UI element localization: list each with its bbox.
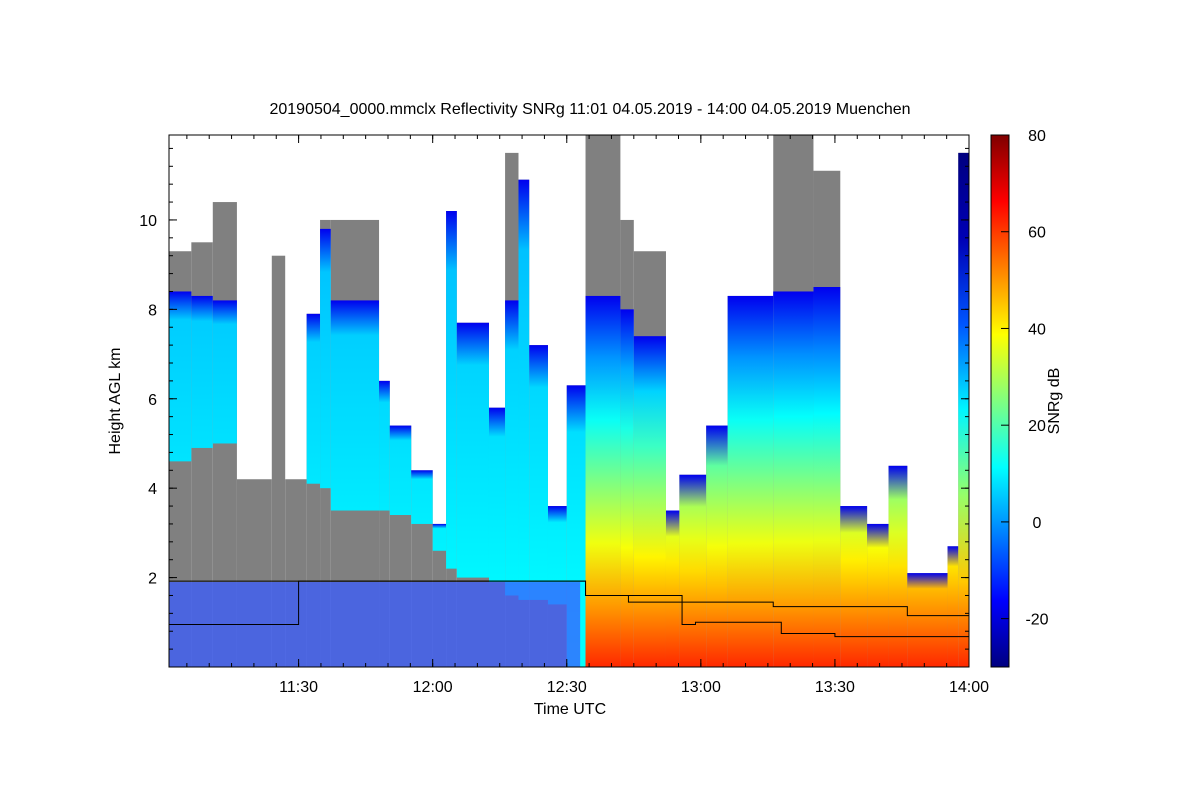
cloud-segment [888,465,908,667]
x-axis-label: Time UTC [534,701,606,718]
x-tick-label: 12:30 [547,679,587,696]
cloud-segment [446,211,457,569]
y-tick-label: 4 [148,481,157,498]
x-axis: 11:30 12:00 12:30 13:00 13:30 14:00 [186,135,989,696]
cloud-segment [706,425,728,667]
colorbar-tick-label: 80 [1028,128,1046,145]
cloud-segment [379,380,390,511]
cloud-segment [907,573,948,667]
cloud-segment [947,546,959,667]
cloud-segment [813,287,841,667]
noise-segment [271,255,286,667]
cloud-segment [727,295,774,667]
cloud-segment [665,510,680,667]
x-tick-label: 14:00 [949,679,989,696]
y-tick-label: 8 [148,302,157,319]
cloud-segment [306,313,321,484]
cloud-segment [867,523,889,667]
colorbar-tick-label: 0 [1033,515,1042,532]
plot-area [169,135,969,667]
cloud-segment [169,291,192,462]
cloud-segment [488,407,506,583]
colorbar [990,134,1010,668]
cloud-segment [389,425,412,515]
colorbar-tick-label: -20 [1025,612,1048,629]
plot-frame [168,134,970,668]
colorbar-tick-label: 60 [1028,225,1046,242]
cloud-segment [773,291,814,667]
colorbar-tick-label: 20 [1028,418,1046,435]
cloud-segment [547,506,567,605]
cloud-layer [169,152,969,667]
cloud-segment [411,470,433,524]
noise-segment [379,380,390,667]
x-tick-label: 13:00 [681,679,721,696]
colorbar-tick-label: 40 [1028,321,1046,338]
colorbar-axis: -20 0 20 40 60 80 [1001,128,1049,629]
y-axis-label: Height AGL km [107,347,124,454]
y-tick-label: 10 [139,213,157,230]
cloud-segment [633,336,666,667]
cloud-segment [958,152,969,667]
x-tick-label: 12:00 [413,679,453,696]
cloud-segment [679,474,707,667]
cloud-segment [518,179,530,600]
cloud-segment [840,506,868,667]
x-tick-label: 11:30 [279,679,318,696]
colorbar-label: SNRg dB [1046,368,1063,435]
cloud-segment [191,295,213,448]
cloud-segment [432,523,447,551]
y-tick-label: 2 [148,571,157,588]
lines-layer [169,580,969,638]
y-tick-label: 6 [148,392,157,409]
series-line [169,580,969,638]
y-axis: 2 4 6 8 10 [139,147,969,650]
cloud-segment [505,300,519,596]
cloud-segment [620,309,634,667]
chart-title: 20190504_0000.mmclx Reflectivity SNRg 11… [269,101,910,118]
cloud-segment [212,300,237,444]
x-tick-label: 13:30 [815,679,855,696]
cloud-segment [529,345,548,600]
cloud-segment [320,228,331,489]
cloud-segment [330,300,380,511]
cloud-segment [456,322,489,578]
cloud-segment [585,295,621,667]
